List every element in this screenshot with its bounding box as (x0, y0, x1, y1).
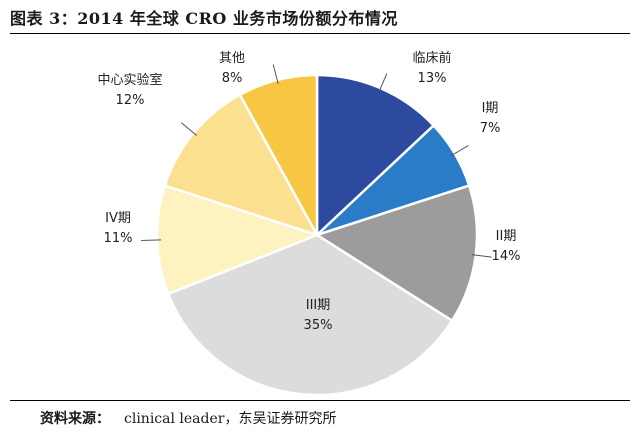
source-note: 资料来源： clinical leader，东吴证券研究所 (40, 408, 336, 428)
slice-value-label: 13% (418, 71, 447, 86)
leader-lines (141, 64, 492, 258)
leader-line (471, 254, 492, 258)
slice-name-label: 中心实验室 (97, 72, 162, 88)
slice-value-label: 11% (104, 231, 133, 246)
leader-line (141, 239, 162, 241)
slice-value-label: 14% (492, 249, 521, 264)
slice-name-label: 临床前 (412, 50, 451, 66)
slice-value-label: 8% (222, 71, 243, 86)
slice-value-label: 12% (116, 93, 145, 108)
title-divider (10, 33, 630, 34)
slice-name-label: IV期 (105, 211, 131, 226)
source-text: clinical leader，东吴证券研究所 (124, 411, 337, 427)
leader-line (451, 144, 469, 157)
pie-slice (166, 233, 454, 397)
figure-title: 图表 3：2014 年全球 CRO 业务市场份额分布情况 (10, 9, 398, 28)
leader-line (181, 122, 198, 136)
slice-labels: 临床前 13% I期 7% II期 14% III期 35% IV期 11% 中心实验室 12% 其他 8… (97, 50, 520, 333)
slice-name-label: II期 (496, 229, 517, 244)
leader-line (272, 64, 279, 85)
pie-slices (155, 73, 479, 397)
leader-line (378, 73, 388, 92)
source-divider (10, 400, 630, 401)
slice-name-label: 其他 (219, 51, 245, 66)
slice-name-label: III期 (306, 298, 331, 313)
source-label: 资料来源： (40, 411, 110, 427)
slice-value-label: 7% (480, 121, 501, 136)
slice-value-label: 35% (304, 318, 333, 333)
slice-name-label: I期 (482, 101, 499, 116)
